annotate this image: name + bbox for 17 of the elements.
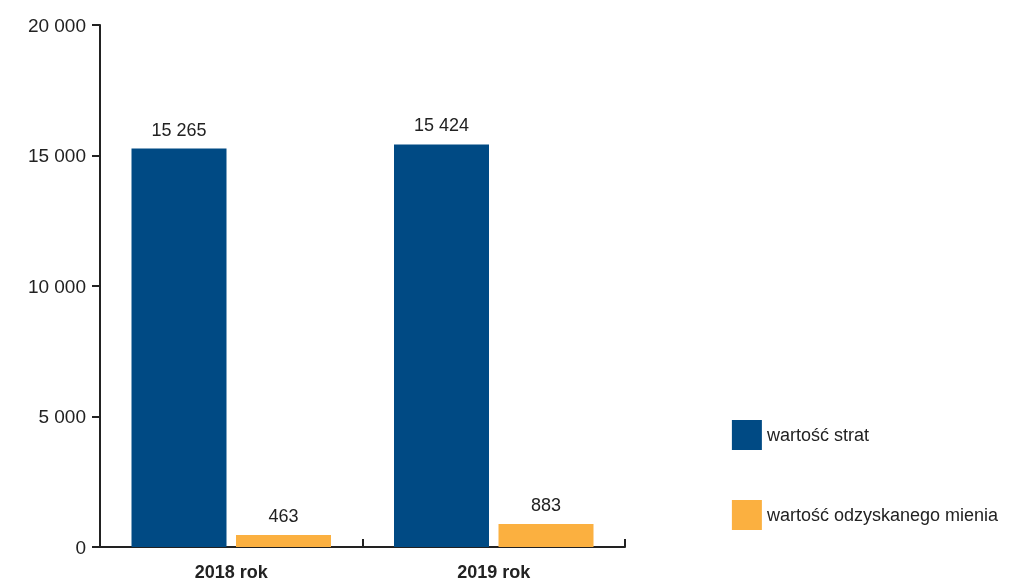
- data-label: 15 265: [151, 119, 207, 140]
- bar: [236, 534, 331, 547]
- y-tick-label: 10 000: [27, 275, 86, 297]
- bar: [394, 144, 489, 547]
- y-tick-label: 20 000: [27, 14, 86, 36]
- data-label: 883: [530, 494, 562, 515]
- data-label: 15 424: [413, 115, 470, 136]
- data-label: 463: [268, 505, 299, 526]
- bar: [131, 148, 227, 547]
- y-tick-label: 0: [75, 536, 86, 558]
- bar: [498, 523, 594, 547]
- x-tick-label: 2019 rok: [457, 562, 532, 582]
- y-tick-label: 15 000: [27, 145, 86, 166]
- y-tick-label: 5 000: [38, 406, 86, 427]
- legend-label: wartość odzyskanego mienia: [765, 505, 999, 525]
- legend-label: wartość strat: [765, 425, 869, 445]
- x-tick-label: 2018 rok: [194, 562, 269, 582]
